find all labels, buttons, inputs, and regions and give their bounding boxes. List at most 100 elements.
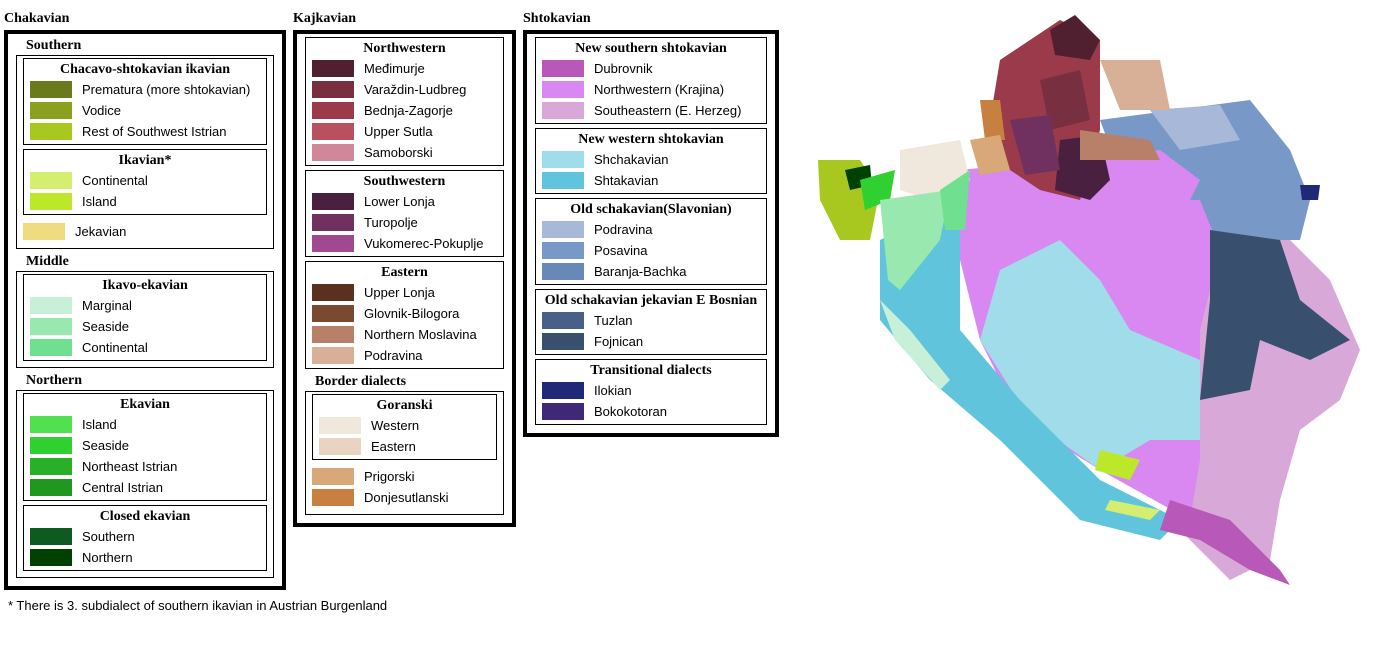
subgroup-title: Transitional dialects	[590, 363, 712, 378]
subgroup-title: Southwestern	[363, 174, 446, 189]
legend-item: Upper Sutla	[312, 121, 497, 142]
item-label: Posavina	[594, 243, 648, 258]
swatch	[319, 438, 361, 455]
item-label: Samoborski	[364, 145, 433, 160]
item-label: Ilokian	[594, 383, 632, 398]
item-label: Dubrovnik	[594, 61, 653, 76]
swatch	[542, 403, 584, 420]
swatch	[312, 102, 354, 119]
swatch	[30, 416, 72, 433]
swatch	[312, 81, 354, 98]
legend-item: Prigorski	[312, 466, 491, 487]
item-label: Upper Lonja	[364, 285, 435, 300]
swatch	[542, 172, 584, 189]
legend-item: Seaside	[30, 435, 260, 456]
subgroup-box: Transitional dialects Ilokian Bokokotoran	[535, 359, 767, 425]
swatch	[312, 347, 354, 364]
subgroup-box: Eastern Upper Lonja Glovnik-Bilogora Northe…	[305, 261, 504, 369]
legend-item: Prematura (more shtokavian)	[30, 79, 260, 100]
subgroup-box: Closed ekavian Southern Northern	[23, 505, 267, 571]
subgroup-box: Ikavian* Continental Island	[23, 149, 267, 215]
legend-item: Podravina	[542, 219, 760, 240]
subgroup-title: Ikavo-ekavian	[102, 278, 188, 293]
group-title: Southern	[26, 38, 82, 53]
legend-item: Dubrovnik	[542, 58, 760, 79]
item-label: Central Istrian	[82, 480, 163, 495]
group-box: Chacavo-shtokavian ikavian Prematura (mor…	[16, 55, 274, 249]
subgroup-title: Ikavian*	[118, 153, 172, 168]
item-label: Shchakavian	[594, 152, 669, 167]
column-title: Shtokavian	[523, 11, 591, 26]
legend-item: Western	[319, 415, 490, 436]
item-label: Turopolje	[364, 215, 418, 230]
subgroup-box: Old schakavian(Slavonian) Podravina Posavi…	[535, 198, 767, 285]
swatch	[30, 318, 72, 335]
swatch	[312, 123, 354, 140]
map	[818, 15, 1360, 585]
swatch	[312, 284, 354, 301]
swatch	[30, 193, 72, 210]
item-label: Northern	[82, 550, 133, 565]
legend-item: Island	[30, 191, 260, 212]
swatch	[30, 549, 72, 566]
subgroup-title: Closed ekavian	[99, 509, 191, 524]
subgroup-box: New western shtokavian Shchakavian Shtakav…	[535, 128, 767, 194]
item-label: Prigorski	[364, 469, 415, 484]
swatch	[312, 60, 354, 77]
swatch	[30, 81, 72, 98]
swatch	[542, 312, 584, 329]
legend-item: Baranja-Bachka	[542, 261, 760, 282]
legend-item: Northern Moslavina	[312, 324, 497, 345]
swatch	[30, 458, 72, 475]
item-label: Eastern	[371, 439, 416, 454]
item-label: Podravina	[364, 348, 423, 363]
item-label: Jekavian	[75, 224, 127, 239]
legend-item: Tuzlan	[542, 310, 760, 331]
group-title: Northern	[26, 373, 82, 388]
legend-item: Northeast Istrian	[30, 456, 260, 477]
swatch	[542, 102, 584, 119]
subgroup-title: Northwestern	[363, 41, 446, 56]
loose-items: Prigorski Donjesutlanski	[312, 464, 497, 512]
legend-item: Rest of Southwest Istrian	[30, 121, 260, 142]
swatch	[542, 382, 584, 399]
group-title: Border dialects	[315, 374, 407, 389]
item-label: Lower Lonja	[364, 194, 435, 209]
item-label: Bokokotoran	[594, 404, 667, 419]
legend-item: Marginal	[30, 295, 260, 316]
swatch	[30, 102, 72, 119]
column-title: Chakavian	[4, 11, 70, 26]
legend-item: Donjesutlanski	[312, 487, 491, 508]
subgroup-title: New western shtokavian	[578, 132, 724, 147]
subgroup-box: New southern shtokavian Dubrovnik Northwes…	[535, 37, 767, 124]
item-label: Rest of Southwest Istrian	[82, 124, 227, 139]
legend-item: Posavina	[542, 240, 760, 261]
legend-item: Glovnik-Bilogora	[312, 303, 497, 324]
footnote: * There is 3. subdialect of southern ika…	[8, 598, 388, 613]
column-box: Northwestern Međimurje Varaždin-Ludbreg Bed…	[293, 30, 516, 527]
item-label: Continental	[82, 340, 148, 355]
subgroup-title: Old schakavian jekavian E Bosnian	[544, 293, 758, 308]
item-label: Vukomerec-Pokuplje	[364, 236, 484, 251]
swatch	[30, 437, 72, 454]
item-label: Island	[82, 417, 117, 432]
legend-item: Bokokotoran	[542, 401, 760, 422]
item-label: Continental	[82, 173, 148, 188]
group-box: Goranski Western Eastern Prigorski Donjesutl…	[305, 391, 504, 515]
loose-items: Jekavian	[23, 219, 267, 246]
group-box: Ekavian Island Seaside Northeast Istrian Cen…	[16, 390, 274, 578]
legend-item: Samoborski	[312, 142, 497, 163]
swatch	[30, 339, 72, 356]
column-title: Kajkavian	[293, 11, 357, 26]
legend-item: Upper Lonja	[312, 282, 497, 303]
swatch	[542, 333, 584, 350]
swatch	[30, 479, 72, 496]
item-label: Vodice	[82, 103, 122, 118]
item-label: Glovnik-Bilogora	[364, 306, 460, 321]
item-label: Upper Sutla	[364, 124, 433, 139]
subgroup-title: Old schakavian(Slavonian)	[570, 202, 732, 217]
column-box: New southern shtokavian Dubrovnik Northwes…	[523, 30, 779, 437]
legend-item: Island	[30, 414, 260, 435]
swatch	[542, 151, 584, 168]
swatch	[312, 193, 354, 210]
